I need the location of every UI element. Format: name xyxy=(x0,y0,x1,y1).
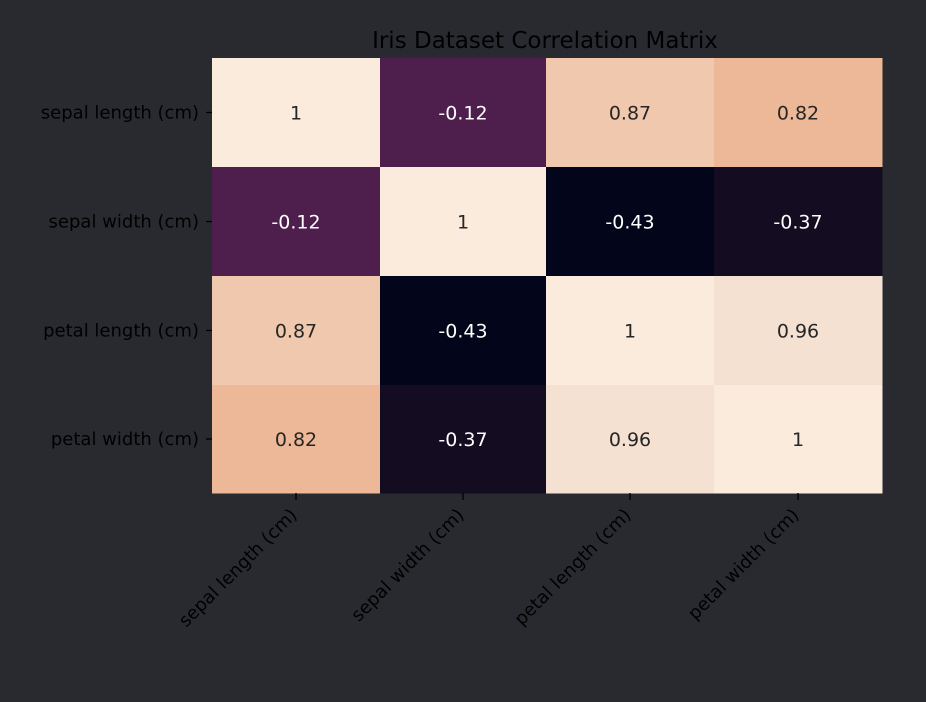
chart-title: Iris Dataset Correlation Matrix xyxy=(372,28,718,54)
heatmap-cell-label: 1 xyxy=(457,212,469,234)
heatmap-cell-label: 0.96 xyxy=(609,429,651,451)
y-axis-tick-label: petal width (cm) xyxy=(51,429,199,450)
y-axis-tick-label: petal length (cm) xyxy=(43,321,199,342)
heatmap-cell xyxy=(546,276,715,386)
y-axis-tick-label: sepal length (cm) xyxy=(41,103,199,124)
heatmap-cell-label: 1 xyxy=(792,429,804,451)
heatmap-cell xyxy=(546,58,715,168)
heatmap-cell-label: -0.43 xyxy=(438,321,487,343)
heatmap-cell xyxy=(212,58,381,168)
heatmap-cell-label: 0.82 xyxy=(275,429,317,451)
heatmap-cell xyxy=(546,167,715,277)
heatmap-cell xyxy=(714,385,883,494)
heatmap-cell-label: 0.82 xyxy=(777,103,819,125)
heatmap-cell xyxy=(714,167,883,277)
heatmap-cell-label: -0.12 xyxy=(271,212,320,234)
heatmap-cell-label: 0.87 xyxy=(275,321,317,343)
heatmap-cell xyxy=(380,58,547,168)
heatmap-cell-label: -0.37 xyxy=(773,212,822,234)
heatmap-cell-label: 1 xyxy=(624,321,636,343)
heatmap-cell xyxy=(380,276,547,386)
heatmap-cell xyxy=(212,276,381,386)
heatmap-cell xyxy=(212,167,381,277)
heatmap-cell-label: -0.37 xyxy=(438,429,487,451)
y-axis-tick-label: sepal width (cm) xyxy=(49,212,199,233)
heatmap-cell xyxy=(380,167,547,277)
heatmap-cell-label: 0.87 xyxy=(609,103,651,125)
heatmap-cell xyxy=(380,385,547,494)
heatmap-cell xyxy=(546,385,715,494)
heatmap-cell-label: 0.96 xyxy=(777,321,819,343)
heatmap-cell-label: 1 xyxy=(290,103,302,125)
heatmap-cells: 1 -0.12 0.87 0.82 -0.12 1 -0.43 -0.37 0.87 -0.43 1… xyxy=(212,58,883,494)
heatmap-cell xyxy=(714,58,883,168)
heatmap-cell xyxy=(212,385,381,494)
y-axis-tick-labels: sepal length (cm) sepal width (cm) petal l… xyxy=(41,103,212,450)
heatmap-cell-label: -0.12 xyxy=(438,103,487,125)
heatmap-cell xyxy=(714,276,883,386)
heatmap-cell-label: -0.43 xyxy=(605,212,654,234)
